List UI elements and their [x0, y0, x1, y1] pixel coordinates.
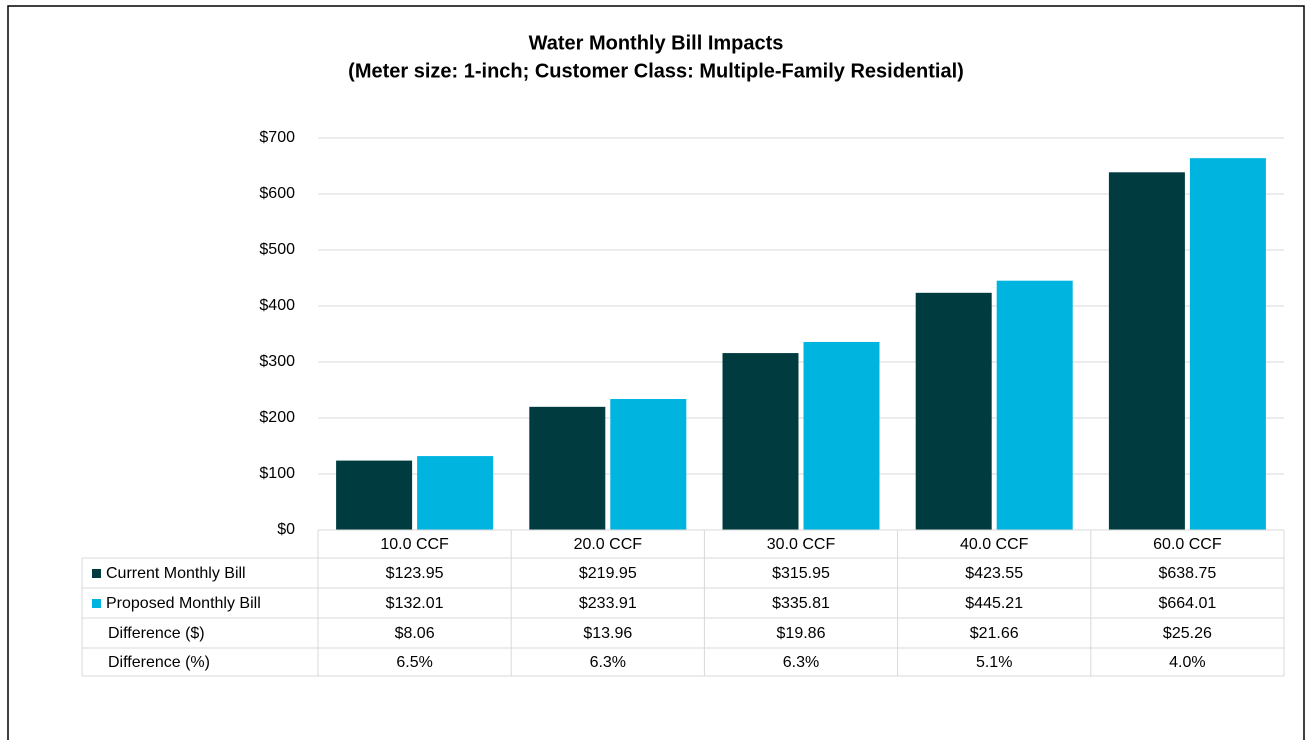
bar [417, 456, 494, 530]
chart-subtitle: (Meter size: 1-inch; Customer Class: Mul… [348, 60, 964, 82]
table-cell: 5.1% [976, 654, 1012, 671]
table-cell: $19.86 [777, 625, 826, 642]
bar [915, 292, 992, 530]
y-tick-label: $200 [259, 409, 295, 426]
legend-label: Current Monthly Bill [106, 565, 246, 582]
value-label: $423.55 [965, 565, 1023, 582]
table-cell: $8.06 [395, 625, 435, 642]
row-label: Difference (%) [108, 654, 210, 671]
table-cell: 6.3% [783, 654, 819, 671]
table-cell: $25.26 [1163, 625, 1212, 642]
value-label: $445.21 [965, 595, 1023, 612]
x-tick-label: 30.0 CCF [767, 536, 836, 553]
bar [996, 280, 1073, 530]
x-tick-label: 10.0 CCF [380, 536, 449, 553]
row-label: Difference ($) [108, 625, 205, 642]
value-label: $132.01 [386, 595, 444, 612]
bar [803, 341, 880, 530]
table-cell: $13.96 [583, 625, 632, 642]
x-tick-label: 20.0 CCF [574, 536, 643, 553]
bar [610, 399, 687, 530]
y-tick-label: $700 [259, 129, 295, 146]
value-label: $664.01 [1158, 595, 1216, 612]
value-label: $315.95 [772, 565, 830, 582]
value-label: $638.75 [1158, 565, 1216, 582]
legend-marker [92, 569, 101, 578]
value-label: $123.95 [386, 565, 444, 582]
bar [336, 460, 413, 530]
value-label: $233.91 [579, 595, 637, 612]
table-cell: $21.66 [970, 625, 1019, 642]
value-label: $335.81 [772, 595, 830, 612]
x-tick-label: 40.0 CCF [960, 536, 1029, 553]
x-tick-label: 60.0 CCF [1153, 536, 1222, 553]
y-tick-label: $500 [259, 241, 295, 258]
table-cell: 6.3% [590, 654, 626, 671]
bar [1108, 172, 1185, 531]
legend-marker [92, 599, 101, 608]
bar [529, 406, 606, 530]
chart-title: Water Monthly Bill Impacts [529, 32, 784, 54]
table-cell: 4.0% [1169, 654, 1205, 671]
bar [1189, 158, 1266, 530]
y-tick-label: $0 [277, 521, 295, 538]
y-tick-label: $600 [259, 185, 295, 202]
y-tick-label: $300 [259, 353, 295, 370]
value-label: $219.95 [579, 565, 637, 582]
legend-label: Proposed Monthly Bill [106, 595, 261, 612]
table-cell: 6.5% [396, 654, 432, 671]
y-tick-label: $100 [259, 465, 295, 482]
bar [722, 353, 799, 530]
y-tick-label: $400 [259, 297, 295, 314]
